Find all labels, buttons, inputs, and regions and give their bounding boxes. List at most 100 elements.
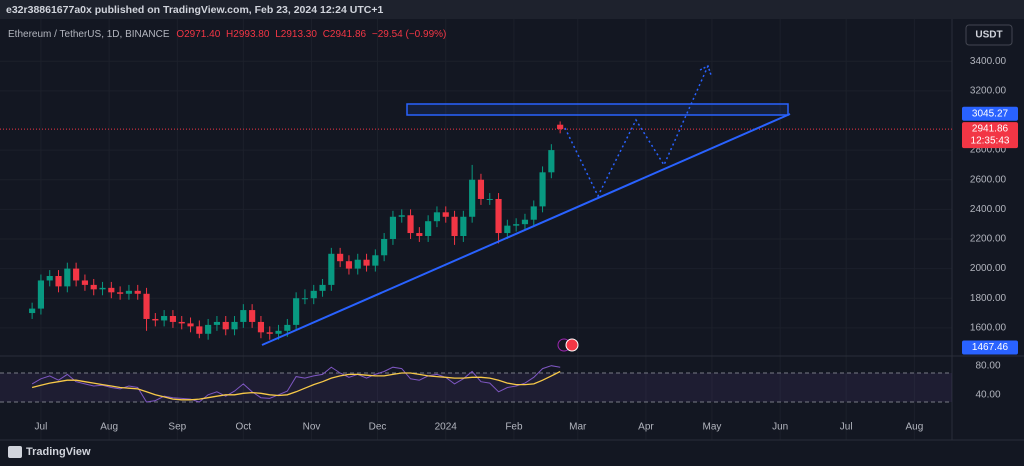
y-tick-label: 2000.00 (970, 263, 1007, 274)
price-badge-label: 2941.86 (972, 124, 1009, 135)
candle-body (266, 332, 273, 334)
candle-body (213, 321, 221, 325)
drawings (261, 64, 791, 352)
x-tick-label: Jul (35, 422, 48, 433)
price-badge (962, 106, 1018, 121)
candle-body (328, 253, 335, 285)
rsi-line (31, 365, 561, 403)
legend: Ethereum / TetherUS, 1D, BINANCE O2971.4… (8, 29, 446, 40)
candle-body (530, 206, 537, 220)
x-tick-label: Apr (638, 422, 654, 433)
rsi-tick-label: 40.00 (975, 389, 1000, 400)
brand-logo (8, 446, 22, 458)
candle-body (117, 292, 124, 294)
price-badge-label: 1467.46 (972, 342, 1009, 353)
candle-body (521, 219, 529, 225)
candle-body (222, 321, 229, 330)
x-tick-label: Mar (569, 422, 587, 433)
x-tick-label: Nov (303, 422, 321, 433)
candle-body (55, 276, 62, 287)
candle-body (319, 284, 326, 291)
candle-body (275, 330, 282, 334)
candle-body (442, 212, 449, 217)
candle-body (284, 324, 291, 331)
candle-body (90, 284, 97, 290)
candle-body (240, 310, 247, 322)
candle-body (416, 233, 423, 237)
price-badge-label: 3045.27 (972, 108, 1009, 119)
brand-name: TradingView (26, 446, 91, 458)
candle-body (99, 287, 106, 290)
candle-body (178, 321, 185, 324)
x-tick-label: 2024 (435, 422, 458, 433)
x-tick-label: May (703, 422, 722, 433)
high-text: H2993.80 (226, 29, 270, 40)
candle-body (425, 221, 432, 237)
news-icon[interactable] (565, 338, 579, 352)
y-tick-label: 2400.00 (970, 204, 1007, 215)
header-bar (0, 0, 1024, 19)
rsi-tick-label: 80.00 (975, 360, 1000, 371)
candle-body (407, 215, 414, 234)
candle-body (73, 268, 80, 281)
candle-body (372, 255, 379, 266)
candle-body (196, 326, 203, 334)
candle-body (301, 298, 309, 300)
candle-body (433, 212, 441, 222)
candle-body (398, 215, 405, 217)
x-tick-label: Sep (168, 422, 186, 433)
candle-body (337, 253, 344, 262)
countdown-label: 12:35:43 (971, 136, 1010, 147)
candle-body (29, 308, 36, 314)
x-tick-label: Feb (505, 422, 523, 433)
y-tick-label: 1600.00 (970, 322, 1007, 333)
low-text: L2913.30 (275, 29, 317, 40)
candle-body (249, 310, 256, 322)
x-tick-label: Jul (840, 422, 853, 433)
y-tick-label: 2600.00 (970, 174, 1007, 185)
candle-body (81, 280, 89, 285)
candle-body (389, 216, 397, 239)
projection-path (564, 65, 709, 198)
candle-body (495, 198, 502, 234)
candle-body (257, 321, 265, 333)
candle-body (169, 316, 177, 322)
projection-arrow (699, 64, 712, 76)
y-tick-label: 3200.00 (970, 85, 1007, 96)
candle-body (293, 298, 300, 325)
change-text: −29.54 (−0.99%) (372, 29, 447, 40)
candle-body (557, 124, 564, 130)
candle-body (46, 276, 53, 281)
candle-body (143, 293, 150, 319)
candle-body (363, 259, 370, 266)
candle-body (548, 150, 555, 173)
currency-button[interactable] (965, 24, 1013, 46)
resistance-box (406, 103, 789, 116)
x-tick-label: Dec (369, 422, 387, 433)
currency-label[interactable]: USDT (975, 30, 1002, 41)
candle-body (125, 290, 133, 294)
y-tick-label: 3400.00 (970, 56, 1007, 67)
candle-body (477, 179, 485, 199)
candle-body (187, 323, 194, 327)
publish-note: e32r38861677a0x published on TradingView… (6, 4, 383, 16)
candle-body (134, 290, 141, 294)
y-tick-label: 2800.00 (970, 145, 1007, 156)
candle-body (451, 216, 458, 237)
y-tick-label: 2200.00 (970, 234, 1007, 245)
x-tick-label: Aug (905, 422, 923, 433)
close-text: C2941.86 (323, 29, 367, 40)
rsi-ma-line (31, 370, 561, 401)
candle-body (345, 261, 353, 269)
price-badge (962, 340, 1018, 355)
x-tick-label: Jun (772, 422, 788, 433)
candle-body (161, 316, 168, 321)
candle-body (64, 268, 71, 287)
candle-body (513, 224, 520, 226)
symbol-title: Ethereum / TetherUS, 1D, BINANCE (8, 29, 170, 40)
grid (0, 19, 952, 440)
plot (0, 121, 952, 403)
